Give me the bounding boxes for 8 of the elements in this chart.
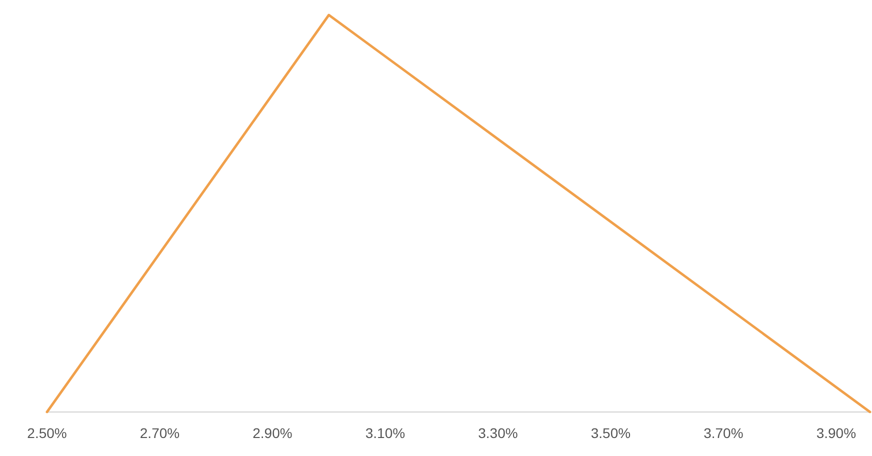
- x-tick-label: 3.30%: [478, 425, 518, 441]
- x-tick-label: 3.70%: [704, 425, 744, 441]
- x-tick-label: 2.70%: [140, 425, 180, 441]
- x-tick-label: 2.50%: [27, 425, 67, 441]
- x-tick-label: 3.10%: [365, 425, 406, 441]
- x-tick-label: 2.90%: [252, 425, 292, 441]
- x-tick-label: 3.90%: [816, 425, 856, 441]
- x-tick-label: 3.50%: [590, 425, 631, 441]
